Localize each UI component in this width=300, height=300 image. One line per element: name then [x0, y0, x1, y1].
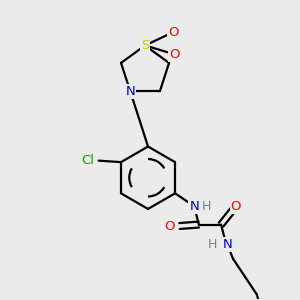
Text: H: H: [202, 200, 211, 213]
Text: O: O: [164, 220, 175, 232]
Text: O: O: [168, 26, 178, 39]
Text: O: O: [169, 48, 180, 61]
Text: Cl: Cl: [81, 154, 94, 167]
Text: H: H: [207, 238, 217, 251]
Text: S: S: [141, 39, 149, 52]
Text: N: N: [125, 85, 135, 98]
Text: N: N: [190, 200, 199, 213]
Text: N: N: [223, 238, 233, 251]
Text: O: O: [231, 200, 241, 213]
